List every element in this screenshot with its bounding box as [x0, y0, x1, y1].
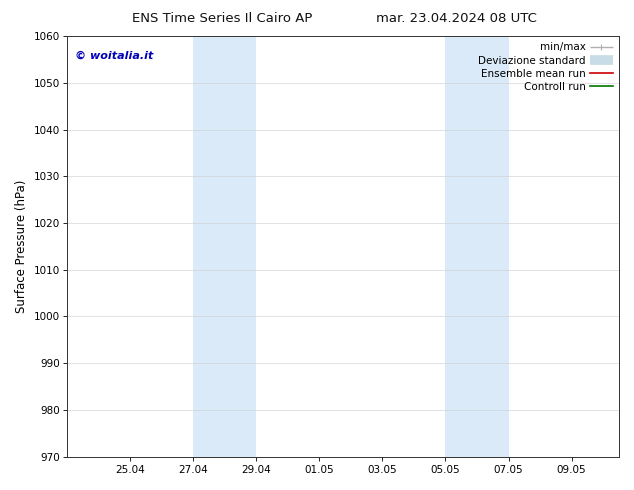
- Text: ENS Time Series Il Cairo AP: ENS Time Series Il Cairo AP: [132, 12, 312, 25]
- Legend: min/max, Deviazione standard, Ensemble mean run, Controll run: min/max, Deviazione standard, Ensemble m…: [474, 38, 617, 96]
- Text: © woitalia.it: © woitalia.it: [75, 51, 153, 61]
- Text: mar. 23.04.2024 08 UTC: mar. 23.04.2024 08 UTC: [376, 12, 537, 25]
- Bar: [446, 36, 508, 457]
- Y-axis label: Surface Pressure (hPa): Surface Pressure (hPa): [15, 180, 28, 313]
- Bar: [193, 36, 256, 457]
